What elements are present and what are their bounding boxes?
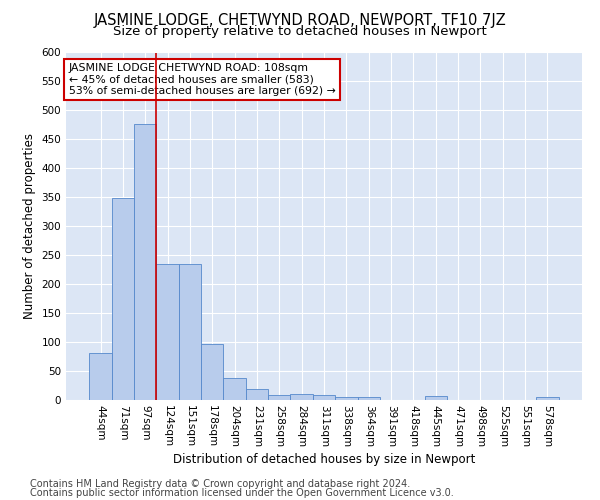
Bar	[112, 198, 134, 400]
Bar	[425, 396, 447, 400]
Bar	[246, 389, 268, 400]
Text: JASMINE LODGE CHETWYND ROAD: 108sqm
← 45% of detached houses are smaller (583)
5: JASMINE LODGE CHETWYND ROAD: 108sqm ← 45…	[68, 63, 335, 96]
Bar	[358, 396, 380, 400]
Text: Size of property relative to detached houses in Newport: Size of property relative to detached ho…	[113, 25, 487, 38]
Text: JASMINE LODGE, CHETWYND ROAD, NEWPORT, TF10 7JZ: JASMINE LODGE, CHETWYND ROAD, NEWPORT, T…	[94, 12, 506, 28]
Text: Contains HM Land Registry data © Crown copyright and database right 2024.: Contains HM Land Registry data © Crown c…	[30, 479, 410, 489]
Bar	[89, 352, 112, 400]
Text: Contains public sector information licensed under the Open Government Licence v3: Contains public sector information licen…	[30, 488, 454, 498]
Bar	[134, 124, 157, 400]
X-axis label: Distribution of detached houses by size in Newport: Distribution of detached houses by size …	[173, 452, 475, 466]
Y-axis label: Number of detached properties: Number of detached properties	[23, 133, 36, 320]
Bar	[268, 396, 290, 400]
Bar	[179, 264, 201, 400]
Bar	[313, 396, 335, 400]
Bar	[223, 378, 246, 400]
Bar	[290, 394, 313, 400]
Bar	[201, 344, 223, 400]
Bar	[157, 264, 179, 400]
Bar	[536, 396, 559, 400]
Bar	[335, 396, 358, 400]
